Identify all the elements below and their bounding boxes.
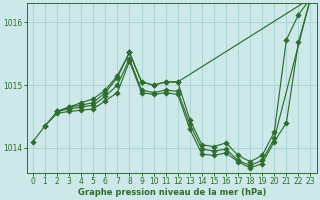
- X-axis label: Graphe pression niveau de la mer (hPa): Graphe pression niveau de la mer (hPa): [77, 188, 266, 197]
